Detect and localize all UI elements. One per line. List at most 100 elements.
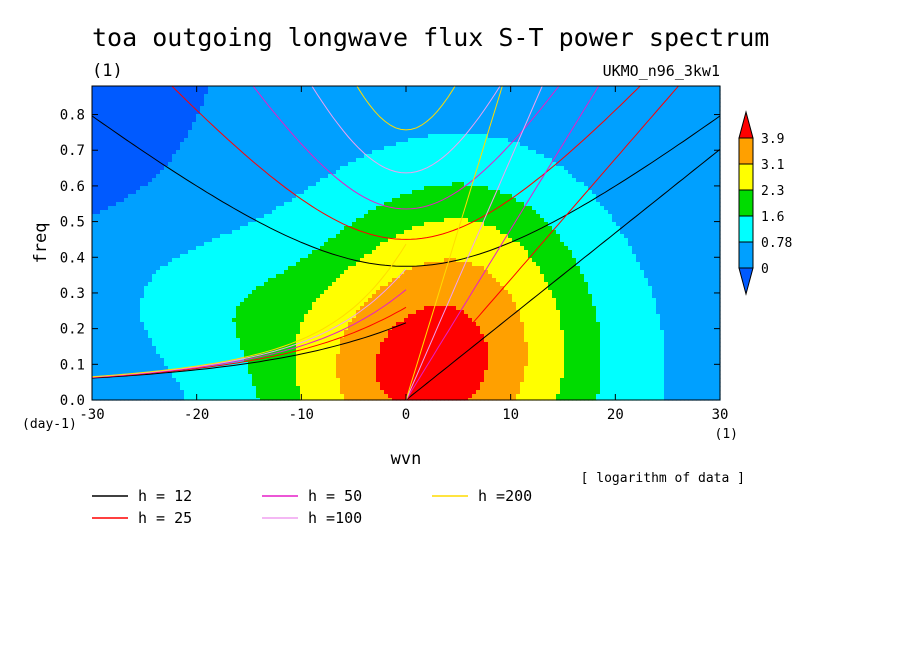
field-cell <box>216 110 221 115</box>
field-cell <box>244 86 249 91</box>
field-cell <box>512 110 517 115</box>
field-cell <box>272 146 277 151</box>
field-cell <box>388 106 393 111</box>
field-cell <box>560 202 565 207</box>
field-cell <box>112 102 117 107</box>
field-cell <box>404 174 409 179</box>
field-cell <box>484 130 489 135</box>
field-cell <box>288 198 293 203</box>
field-cell <box>688 198 693 203</box>
field-cell <box>676 146 681 151</box>
field-cell <box>500 162 505 167</box>
field-cell <box>228 98 233 103</box>
field-cell <box>120 106 125 111</box>
field-cell <box>252 198 257 203</box>
field-cell <box>524 142 529 147</box>
field-cell <box>140 98 145 103</box>
field-cell <box>408 154 413 159</box>
field-cell <box>336 126 341 131</box>
field-cell <box>212 138 217 143</box>
field-cell <box>380 178 385 183</box>
field-cell <box>608 178 613 183</box>
field-cell <box>492 162 497 167</box>
field-cell <box>196 206 201 211</box>
field-cell <box>248 182 253 187</box>
field-cell <box>428 134 433 139</box>
field-cell <box>268 186 273 191</box>
field-cell <box>192 174 197 179</box>
field-cell <box>368 106 373 111</box>
field-cell <box>164 106 169 111</box>
field-cell <box>592 118 597 123</box>
field-cell <box>576 118 581 123</box>
field-cell <box>252 146 257 151</box>
field-cell <box>676 130 681 135</box>
field-cell <box>692 106 697 111</box>
field-cell <box>688 154 693 159</box>
field-cell <box>244 202 249 207</box>
field-cell <box>100 122 105 127</box>
field-cell <box>444 134 449 139</box>
field-cell <box>372 166 377 171</box>
field-cell <box>304 142 309 147</box>
field-cell <box>456 182 461 187</box>
field-cell <box>652 198 657 203</box>
field-cell <box>448 198 453 203</box>
field-cell <box>92 130 97 135</box>
field-cell <box>172 90 177 95</box>
field-cell <box>392 122 397 127</box>
field-cell <box>176 174 181 179</box>
field-cell <box>296 106 301 111</box>
field-cell <box>464 186 469 191</box>
field-cell <box>532 198 537 203</box>
field-cell <box>668 190 673 195</box>
field-cell <box>664 114 669 119</box>
field-cell <box>536 174 541 179</box>
field-cell <box>324 198 329 203</box>
field-cell <box>468 138 473 143</box>
field-cell <box>208 130 213 135</box>
field-cell <box>400 186 405 191</box>
field-cell <box>108 114 113 119</box>
field-cell <box>616 134 621 139</box>
field-cell <box>360 186 365 191</box>
field-cell <box>428 166 433 171</box>
field-cell <box>240 206 245 211</box>
field-cell <box>592 122 597 127</box>
field-cell <box>300 122 305 127</box>
field-cell <box>108 94 113 99</box>
field-cell <box>672 186 677 191</box>
field-cell <box>468 98 473 103</box>
field-cell <box>132 178 137 183</box>
field-cell <box>600 154 605 159</box>
field-cell <box>484 118 489 123</box>
field-cell <box>360 154 365 159</box>
field-cell <box>208 186 213 191</box>
field-cell <box>448 122 453 127</box>
field-cell <box>308 154 313 159</box>
field-cell <box>420 130 425 135</box>
field-cell <box>560 110 565 115</box>
field-cell <box>148 90 153 95</box>
field-cell <box>304 126 309 131</box>
field-cell <box>412 182 417 187</box>
field-cell <box>92 158 97 163</box>
field-cell <box>508 90 513 95</box>
field-cell <box>452 186 457 191</box>
field-cell <box>276 190 281 195</box>
field-cell <box>472 130 477 135</box>
field-cell <box>636 126 641 131</box>
field-cell <box>120 190 125 195</box>
field-cell <box>188 170 193 175</box>
field-cell <box>200 94 205 99</box>
field-cell <box>296 130 301 135</box>
field-cell <box>352 206 357 211</box>
field-cell <box>432 182 437 187</box>
field-cell <box>292 150 297 155</box>
field-cell <box>132 142 137 147</box>
field-cell <box>312 106 317 111</box>
field-cell <box>540 110 545 115</box>
field-cell <box>344 158 349 163</box>
field-cell <box>576 130 581 135</box>
field-cell <box>324 114 329 119</box>
